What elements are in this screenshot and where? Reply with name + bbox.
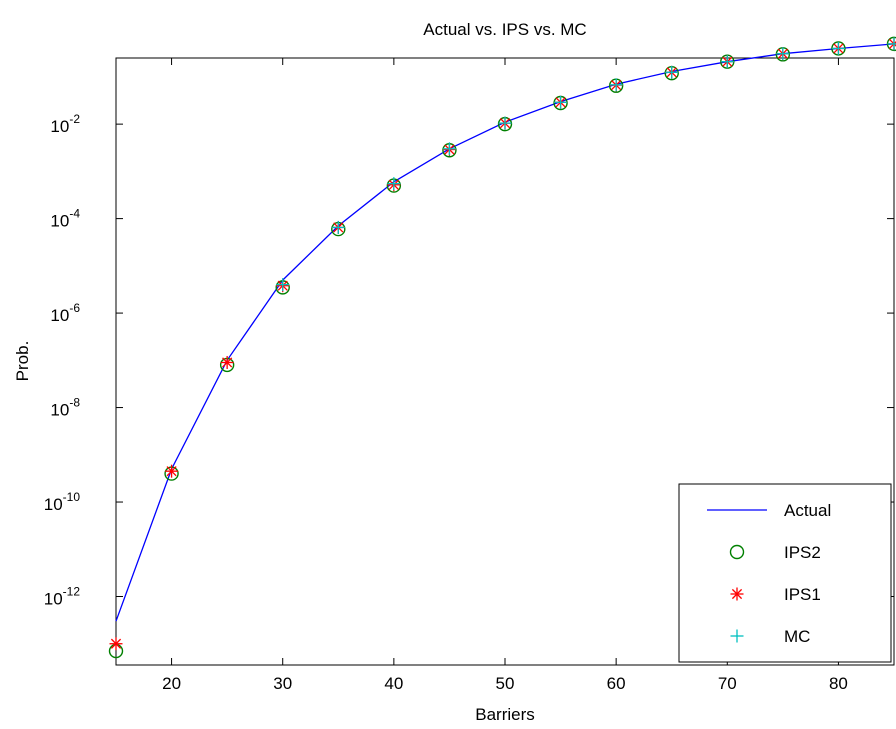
data-point-mc bbox=[331, 220, 345, 234]
y-tick-label: 10-12 bbox=[44, 585, 81, 609]
legend-marker-mc bbox=[730, 629, 744, 643]
x-tick-label: 50 bbox=[496, 674, 515, 693]
data-point-mc bbox=[498, 116, 512, 130]
data-point-mc bbox=[887, 37, 896, 51]
data-point-mc bbox=[720, 55, 734, 69]
y-tick-label: 10-4 bbox=[50, 207, 80, 231]
data-point-ips1 bbox=[220, 355, 234, 369]
y-axis-label: Prob. bbox=[13, 341, 32, 382]
y-tick-label: 10-8 bbox=[50, 396, 80, 420]
series-layer bbox=[108, 36, 896, 659]
legend-marker-ips2 bbox=[729, 544, 745, 560]
y-tick-label: 10-10 bbox=[44, 490, 81, 514]
legend: Actual IPS2 IPS1 MC bbox=[678, 483, 892, 663]
legend-box bbox=[678, 483, 892, 663]
y-tick-label: 10-2 bbox=[50, 112, 80, 136]
data-point-mc bbox=[554, 95, 568, 109]
y-tick-label: 10-6 bbox=[50, 301, 80, 325]
data-point-ips1 bbox=[109, 637, 123, 651]
series-mc bbox=[276, 37, 896, 292]
data-point-mc bbox=[776, 47, 790, 61]
chart-title: Actual vs. IPS vs. MC bbox=[423, 20, 586, 39]
data-point-mc bbox=[609, 78, 623, 92]
data-point-mc bbox=[276, 278, 290, 292]
legend-label: IPS1 bbox=[784, 585, 821, 604]
x-tick-label: 30 bbox=[273, 674, 292, 693]
x-tick-label: 80 bbox=[829, 674, 848, 693]
y-ticks: 10-12 10-10 10-8 10-6 10-4 10-2 bbox=[44, 112, 894, 609]
legend-label: MC bbox=[784, 627, 810, 646]
data-point-mc bbox=[665, 65, 679, 79]
x-ticks: 20 30 40 50 60 70 80 bbox=[162, 58, 848, 693]
legend-marker-ips1 bbox=[730, 587, 744, 601]
legend-label: Actual bbox=[784, 501, 831, 520]
x-tick-label: 20 bbox=[162, 674, 181, 693]
x-axis-label: Barriers bbox=[475, 705, 535, 724]
x-tick-label: 40 bbox=[384, 674, 403, 693]
x-tick-label: 70 bbox=[718, 674, 737, 693]
data-point-mc bbox=[831, 41, 845, 55]
data-point-mc bbox=[387, 177, 401, 191]
data-point-mc bbox=[442, 142, 456, 156]
x-tick-label: 60 bbox=[607, 674, 626, 693]
data-point-ips1 bbox=[165, 464, 179, 478]
legend-label: IPS2 bbox=[784, 543, 821, 562]
